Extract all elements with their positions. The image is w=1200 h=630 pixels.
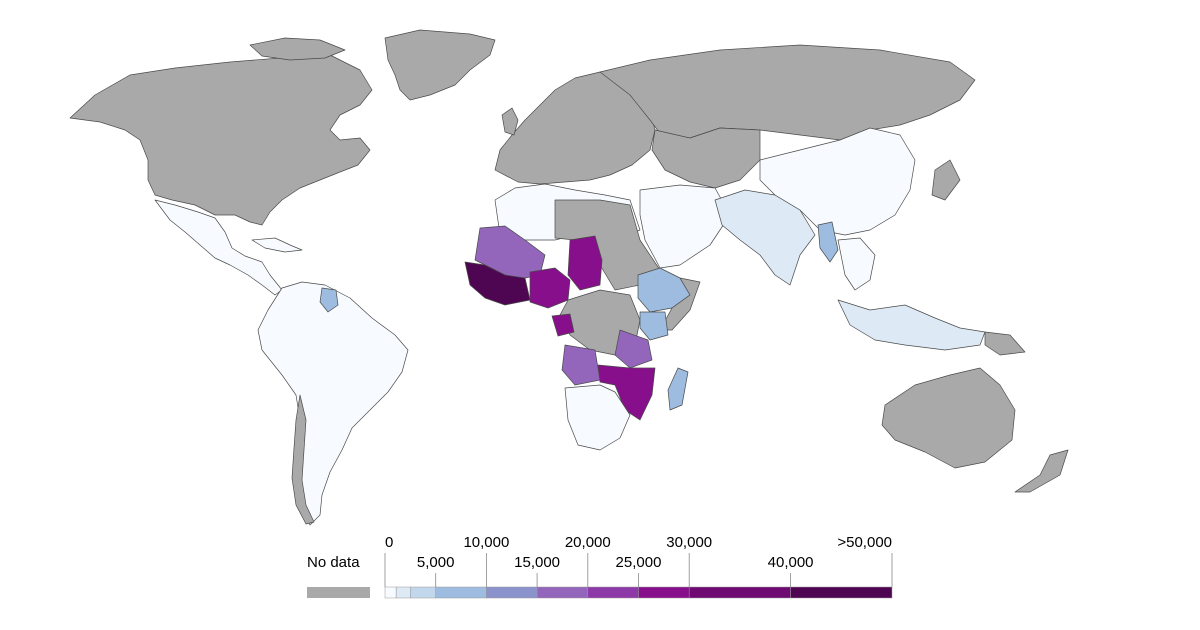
region-middle-east [639, 184, 731, 269]
region-angola [561, 344, 601, 386]
region-southeast-asia [837, 237, 876, 291]
region-indonesia [837, 299, 986, 351]
region-mozambique [597, 364, 656, 421]
legend-upper-label: 10,000 [463, 534, 509, 551]
legend-bin-8 [688, 586, 791, 599]
region-tanzania [614, 329, 653, 369]
region-chad [567, 235, 603, 291]
region-central-asia [651, 127, 761, 189]
region-japan [931, 159, 961, 201]
region-australia [881, 367, 1016, 469]
region-myanmar [817, 221, 839, 263]
region-greenland [384, 29, 496, 101]
legend-upper-labels: 0 10,000 20,000 30,000 >50,000 [384, 534, 893, 587]
legend: No data 0 10,000 20,000 30,000 >50,000 5,000… [307, 534, 893, 599]
region-uk [501, 107, 519, 136]
legend-bin-0 [384, 586, 397, 599]
legend-lower-label: 15,000 [514, 554, 560, 571]
legend-bin-2 [410, 586, 436, 599]
region-chile [291, 394, 315, 525]
legend-lower-label: 5,000 [417, 554, 455, 571]
legend-upper-label: 30,000 [666, 534, 712, 551]
legend-upper-label: 0 [385, 534, 393, 551]
region-gabon [551, 313, 575, 337]
legend-no-data-label: No data [307, 554, 360, 571]
legend-bin-6 [587, 586, 639, 599]
legend-bin-7 [638, 586, 690, 599]
region-southern-africa [564, 384, 631, 451]
region-new-zealand [1014, 449, 1069, 493]
legend-bin-1 [395, 586, 411, 599]
legend-bin-3 [435, 586, 487, 599]
region-papua [984, 331, 1026, 356]
legend-bin-4 [486, 586, 538, 599]
region-guyana [319, 287, 339, 313]
region-india [714, 189, 816, 286]
region-north-america [69, 54, 373, 226]
legend-bin-5 [536, 586, 589, 599]
region-china [759, 127, 916, 236]
region-nigeria [529, 267, 571, 309]
legend-lower-labels: 5,000 15,000 25,000 40,000 [417, 554, 814, 587]
legend-no-data-swatch [307, 587, 370, 598]
map-regions [69, 29, 1069, 526]
legend-bins [384, 586, 893, 599]
region-south-america [257, 281, 409, 526]
region-kenya [639, 311, 669, 341]
legend-lower-label: 25,000 [616, 554, 662, 571]
legend-upper-label: >50,000 [837, 534, 892, 551]
region-russia [599, 44, 976, 141]
legend-bin-9 [790, 586, 893, 599]
region-madagascar [667, 367, 689, 411]
legend-lower-label: 40,000 [768, 554, 814, 571]
region-caribbean [251, 237, 303, 253]
legend-upper-label: 20,000 [565, 534, 611, 551]
region-arctic-islands [249, 37, 346, 61]
